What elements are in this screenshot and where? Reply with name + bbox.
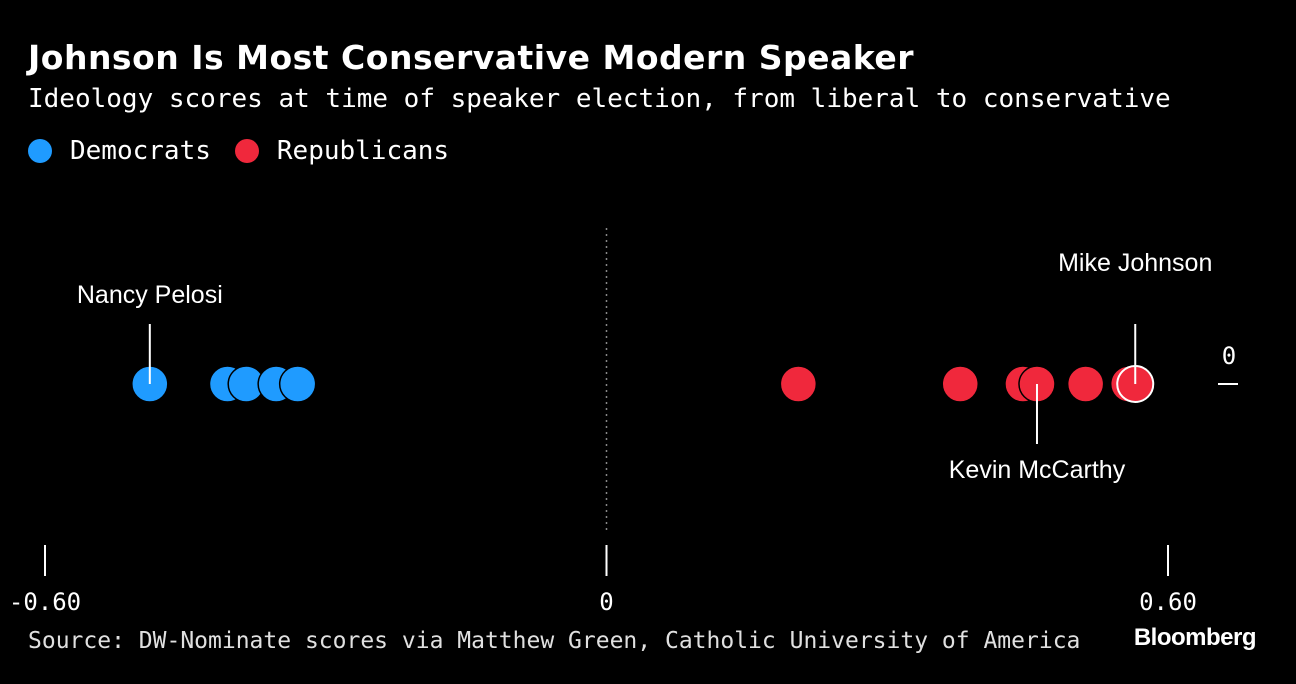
republicans-point-4 bbox=[1066, 365, 1105, 403]
legend-label-democrats: Democrats bbox=[70, 136, 211, 166]
x-tick-label-1: 0 bbox=[599, 588, 613, 616]
source-note: Source: DW-Nominate scores via Matthew G… bbox=[28, 628, 1081, 654]
x-tick-label-2: 0.60 bbox=[1139, 588, 1197, 616]
chart-subtitle: Ideology scores at time of speaker elect… bbox=[28, 84, 1171, 114]
legend-item-democrats: Democrats bbox=[28, 136, 211, 166]
nancy-pelosi-label: Nancy Pelosi bbox=[77, 281, 223, 309]
democrats-point-4 bbox=[278, 365, 317, 403]
y-tick-label: 0 bbox=[1222, 342, 1236, 370]
legend-swatch-republicans bbox=[234, 139, 259, 163]
legend-item-republicans: Republicans bbox=[234, 136, 450, 166]
republicans-point-1 bbox=[941, 365, 979, 403]
kevin-mccarthy-label: Kevin McCarthy bbox=[949, 456, 1126, 484]
republicans-point-0 bbox=[779, 365, 818, 403]
legend-label-republicans: Republicans bbox=[276, 136, 450, 166]
mike-johnson-label: Mike Johnson bbox=[1058, 249, 1212, 277]
legend-swatch-democrats bbox=[28, 139, 52, 163]
chart-title: Johnson Is Most Conservative Modern Spea… bbox=[28, 38, 915, 77]
x-tick-label-0: -0.60 bbox=[9, 588, 81, 616]
legend: Democrats Republicans bbox=[28, 136, 473, 166]
bloomberg-logo: Bloomberg bbox=[1133, 624, 1257, 651]
